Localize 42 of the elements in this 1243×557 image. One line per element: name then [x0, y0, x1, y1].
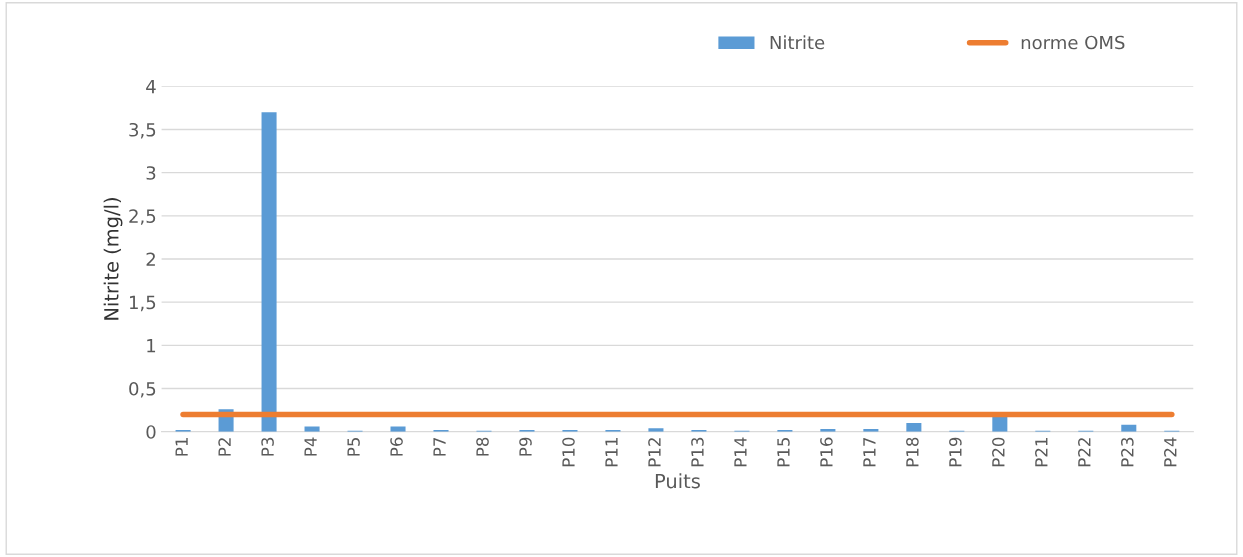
x-tick-label: P16 — [820, 437, 833, 467]
bar — [390, 426, 406, 432]
legend-label: Nitrite — [770, 35, 825, 50]
x-tick-label: P15 — [777, 437, 790, 467]
legend-label: norme OMS — [1021, 35, 1125, 50]
bar — [992, 417, 1008, 432]
x-tick-label: P7 — [433, 437, 446, 456]
x-tick-label: P9 — [519, 437, 532, 456]
bar — [906, 423, 922, 432]
x-tick-label: P4 — [304, 437, 317, 456]
bar — [304, 426, 320, 432]
x-tick-label: P22 — [1078, 438, 1091, 467]
x-tick-label: P10 — [562, 437, 575, 467]
y-tick-label: 3 — [146, 166, 156, 180]
x-tick-label: P2 — [218, 438, 231, 456]
x-tick-label: P19 — [949, 437, 962, 467]
x-tick-label: P8 — [476, 437, 489, 456]
x-tick-label: P1 — [175, 438, 188, 456]
x-tick-label: P13 — [691, 437, 704, 467]
y-tick-label: 2,5 — [129, 209, 156, 225]
x-tick-label: P5 — [347, 437, 360, 456]
x-axis-title: Puits — [655, 473, 700, 489]
x-tick-label: P18 — [906, 437, 919, 467]
y-tick-label: 0 — [146, 425, 156, 439]
y-tick-label: 2 — [146, 252, 155, 266]
x-tick-label: P21 — [1035, 438, 1048, 467]
x-tick-label: P3 — [261, 437, 274, 456]
bar — [261, 112, 277, 432]
x-tick-label: P17 — [863, 437, 876, 467]
y-tick-label: 1,5 — [130, 295, 156, 312]
y-tick-label: 0,5 — [129, 381, 156, 398]
x-tick-label: P20 — [992, 437, 1005, 467]
x-tick-label: P11 — [605, 438, 618, 467]
y-tick-label: 3,5 — [129, 122, 156, 139]
x-tick-label: P6 — [390, 437, 403, 456]
y-axis-title: Nitrite (mg/l) — [103, 198, 123, 320]
x-tick-label: P24 — [1164, 437, 1177, 467]
y-tick-label: 4 — [146, 80, 156, 94]
x-tick-label: P14 — [734, 437, 747, 467]
x-tick-label: P12 — [648, 438, 661, 467]
y-tick-label: 1 — [147, 339, 156, 353]
x-tick-label: P23 — [1121, 437, 1134, 467]
